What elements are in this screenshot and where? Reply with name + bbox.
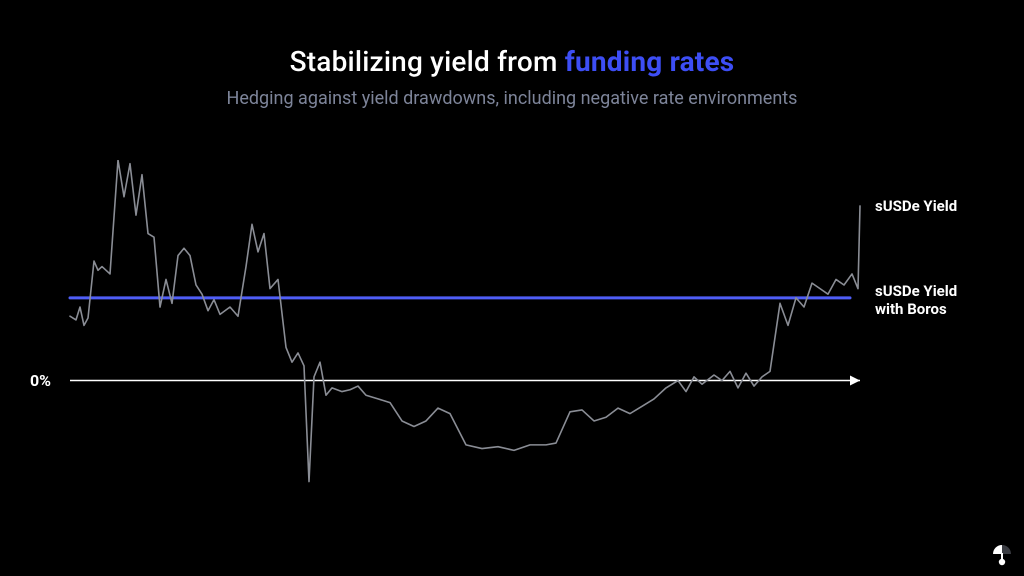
title-prefix: Stabilizing yield from [290,45,565,78]
yield-chart: 0% sUSDe Yield sUSDe Yield with Boros [30,160,990,500]
gauge-icon [990,542,1014,566]
chart-svg [30,160,990,500]
zero-percent-label: 0% [30,371,51,390]
page-subtitle: Hedging against yield drawdowns, includi… [0,88,1024,109]
title-emphasis: funding rates [565,45,735,78]
title-block: Stabilizing yield from funding rates Hed… [0,45,1024,109]
stable-series-label: sUSDe Yield with Boros [875,282,957,318]
volatile-series-label: sUSDe Yield [875,197,957,215]
page-title: Stabilizing yield from funding rates [0,45,1024,78]
stable-label-line1: sUSDe Yield [875,282,957,300]
stable-label-line2: with Boros [875,300,947,318]
